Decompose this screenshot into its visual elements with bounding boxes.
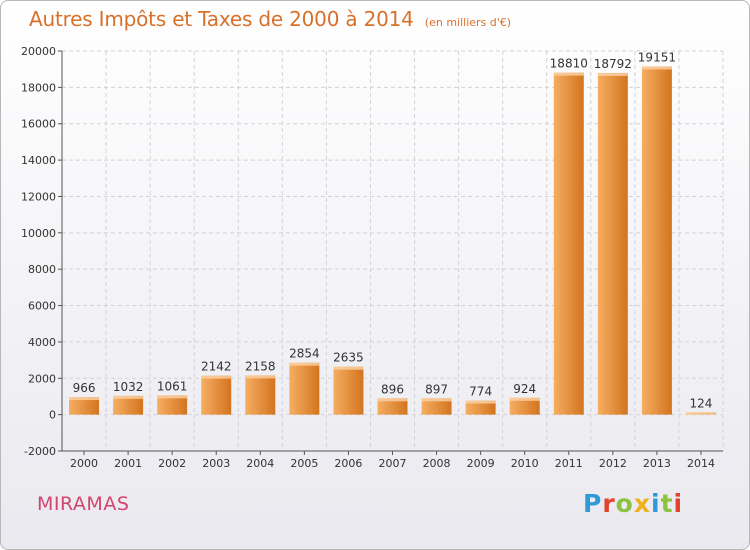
bar-2004 [245, 375, 276, 415]
data-label-2008: 897 [425, 382, 448, 396]
x-tick-label-2013: 2013 [643, 457, 671, 470]
bar-top-2012 [597, 72, 628, 76]
y-tick-label: 20000 [21, 45, 56, 58]
data-label-2012: 18792 [594, 57, 632, 71]
x-tick-label-2011: 2011 [555, 457, 583, 470]
axes: -2000 0 2000 4000 6000 8000 10000 12000 14000 160… [21, 45, 723, 470]
data-label-2000: 966 [73, 381, 96, 395]
bar-top-2013 [641, 66, 672, 70]
x-tick-label-2012: 2012 [599, 457, 627, 470]
bar-top-2003 [201, 375, 232, 379]
x-tick-label-2009: 2009 [467, 457, 495, 470]
data-label-2009: 774 [469, 385, 492, 399]
y-tick-label: 12000 [21, 190, 56, 203]
data-label-2005: 2854 [289, 347, 320, 361]
data-label-2014: 124 [690, 396, 713, 410]
bar-2011 [553, 72, 584, 415]
data-labels: 966 1032 1061 2142 2158 2854 2635 896 897 774 924 1… [73, 50, 713, 410]
logo-letter: x [633, 489, 651, 518]
logo-letter: o [615, 489, 634, 518]
bar-2001 [113, 395, 144, 415]
bar-top-2014 [685, 412, 716, 415]
y-tick-label: -2000 [24, 445, 56, 458]
y-tick-label: 6000 [28, 300, 56, 313]
bar-top-2000 [69, 397, 100, 401]
title-row: Autres Impôts et Taxes de 2000 à 2014 (e… [29, 7, 511, 31]
data-label-2004: 2158 [245, 359, 276, 373]
bar-2007 [377, 398, 408, 415]
bar-top-2005 [289, 362, 320, 366]
x-tick-label-2010: 2010 [511, 457, 539, 470]
y-tick-label: 8000 [28, 263, 56, 276]
logo-letter: i [651, 489, 661, 518]
x-tick-label-2002: 2002 [158, 457, 186, 470]
logo-letter: P [583, 489, 603, 518]
x-tick-label-2007: 2007 [379, 457, 407, 470]
bar-2013 [641, 66, 672, 415]
chart-subtitle: (en milliers d'€) [424, 16, 512, 29]
place-name: MIRAMAS [37, 493, 130, 515]
bar-2005 [289, 362, 320, 415]
x-tick-label-2001: 2001 [114, 457, 142, 470]
y-tick-label: 18000 [21, 81, 56, 94]
logo-letter: i [673, 489, 684, 518]
bar-top-2011 [553, 72, 584, 76]
bar-2003 [201, 375, 232, 415]
bar-top-2002 [157, 395, 188, 399]
y-tick-label: 0 [49, 409, 56, 422]
bar-top-2008 [421, 398, 452, 402]
data-label-2003: 2142 [201, 360, 232, 374]
x-tick-label-2006: 2006 [334, 457, 362, 470]
y-tick-label: 4000 [28, 336, 56, 349]
data-label-2011: 18810 [550, 57, 588, 71]
logo-letter: t [660, 489, 674, 518]
x-tick-label-2005: 2005 [290, 457, 318, 470]
data-label-2013: 19151 [638, 50, 676, 64]
proxiti-logo: Proxiti [583, 489, 683, 518]
x-tick-label-2003: 2003 [202, 457, 230, 470]
bar-2010 [509, 397, 540, 415]
x-tick-label-2008: 2008 [423, 457, 451, 470]
y-tick-label: 2000 [28, 372, 56, 385]
bar-top-2004 [245, 375, 276, 379]
y-tick-label: 14000 [21, 154, 56, 167]
bar-2002 [157, 395, 188, 415]
bar-2006 [333, 366, 364, 415]
bar-top-2007 [377, 398, 408, 402]
data-label-2007: 896 [381, 382, 404, 396]
data-label-2006: 2635 [333, 351, 364, 365]
bar-2000 [69, 397, 100, 415]
data-label-2002: 1061 [157, 379, 188, 393]
bar-2009 [465, 400, 496, 415]
data-label-2001: 1032 [113, 380, 144, 394]
bar-2012 [597, 72, 628, 415]
x-tick-label-2014: 2014 [687, 457, 715, 470]
bar-top-2001 [113, 395, 144, 399]
y-tick-label: 10000 [21, 227, 56, 240]
y-tick-label: 16000 [21, 118, 56, 131]
bar-top-2010 [509, 397, 540, 401]
logo-letter: r [602, 489, 616, 518]
data-label-2010: 924 [513, 382, 536, 396]
x-tick-label-2004: 2004 [246, 457, 274, 470]
bar-top-2009 [465, 400, 496, 404]
bar-top-2006 [333, 366, 364, 370]
bars [69, 66, 716, 415]
x-tick-label-2000: 2000 [70, 457, 98, 470]
chart-title: Autres Impôts et Taxes de 2000 à 2014 [29, 7, 414, 31]
bar-2008 [421, 398, 452, 415]
